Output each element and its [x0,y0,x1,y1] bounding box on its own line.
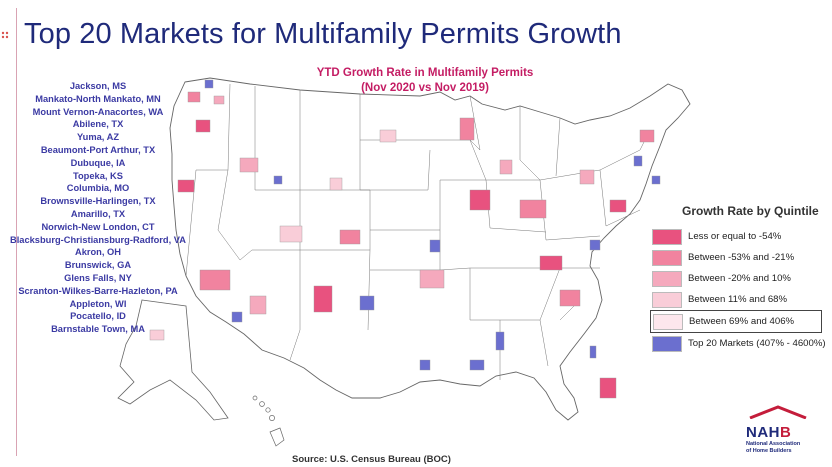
slide-title: Top 20 Markets for Multifamily Permits G… [24,18,622,50]
legend-label: Between -20% and 10% [688,273,791,284]
market-item: Mount Vernon-Anacortes, WA [32,106,164,117]
legend-item: Between 11% and 68% [652,289,832,310]
market-item: Glens Falls, NY [64,272,132,283]
source-note: Source: U.S. Census Bureau (BOC) [292,454,451,465]
legend-swatch [653,313,683,330]
market-item: Blacksburg-Christiansburg-Radford, VA [10,234,186,245]
legend-swatch [652,249,682,266]
market-item: Mankato-North Mankato, MN [35,93,161,104]
top-markets-list: Jackson, MS Mankato-North Mankato, MN Mo… [0,80,196,336]
legend-swatch [652,291,682,308]
market-item: Scranton-Wilkes-Barre-Hazleton, PA [18,285,178,296]
legend-swatch [652,335,682,352]
hawaii [252,395,285,447]
house-roof-icon [749,405,807,420]
market-item: Columbia, MO [66,183,130,194]
market-item: Pocatello, ID [70,311,126,322]
metro-areas [149,79,661,399]
legend: Growth Rate by Quintile Less or equal to… [650,204,832,354]
legend-label: Top 20 Markets (407% - 4600%) [688,338,826,349]
map-title-line1: YTD Growth Rate in Multifamily Permits [316,67,534,79]
market-item: Brunswick, GA [64,260,132,271]
legend-item: Less or equal to -54% [652,226,832,247]
market-item: Abilene, TX [72,119,124,130]
map-title-line2: (Nov 2020 vs Nov 2019) [361,82,489,94]
nahb-logo: NAHB National Association of Home Builde… [742,405,826,454]
legend-item: Between 69% and 406% [650,310,822,333]
market-item: Topeka, KS [73,170,123,181]
legend-swatch [652,270,682,287]
nahb-wordmark: NAHB [746,424,792,441]
nahb-fullname-line2: of Home Builders [746,447,792,454]
legend-label: Between -53% and -21% [688,252,795,263]
decorative-line [16,8,17,456]
market-item: Akron, OH [75,247,121,258]
legend-label: Between 69% and 406% [689,316,795,327]
market-item: Dubuque, IA [70,157,126,168]
legend-item: Between -20% and 10% [652,268,832,289]
legend-title: Growth Rate by Quintile [682,204,819,218]
legend-swatch [652,228,682,245]
market-item: Norwich-New London, CT [41,221,155,232]
nahb-fullname-line1: National Association [746,441,801,447]
legend-item: Between -53% and -21% [652,247,832,268]
market-item: Barnstable Town, MA [51,324,145,335]
legend-label: Less or equal to -54% [688,231,782,242]
market-item: Jackson, MS [69,81,127,91]
alaska [117,299,229,421]
market-item: Appleton, WI [69,298,127,309]
market-item: Amarillo, TX [70,208,126,219]
market-item: Beaumont-Port Arthur, TX [40,144,156,155]
market-item: Brownsville-Harlingen, TX [40,196,156,207]
map-title: YTD Growth Rate in Multifamily Permits (… [300,66,550,96]
legend-label: Between 11% and 68% [688,294,788,305]
legend-item: Top 20 Markets (407% - 4600%) [652,333,832,354]
decorative-dots [0,30,14,44]
market-item: Yuma, AZ [76,132,120,143]
